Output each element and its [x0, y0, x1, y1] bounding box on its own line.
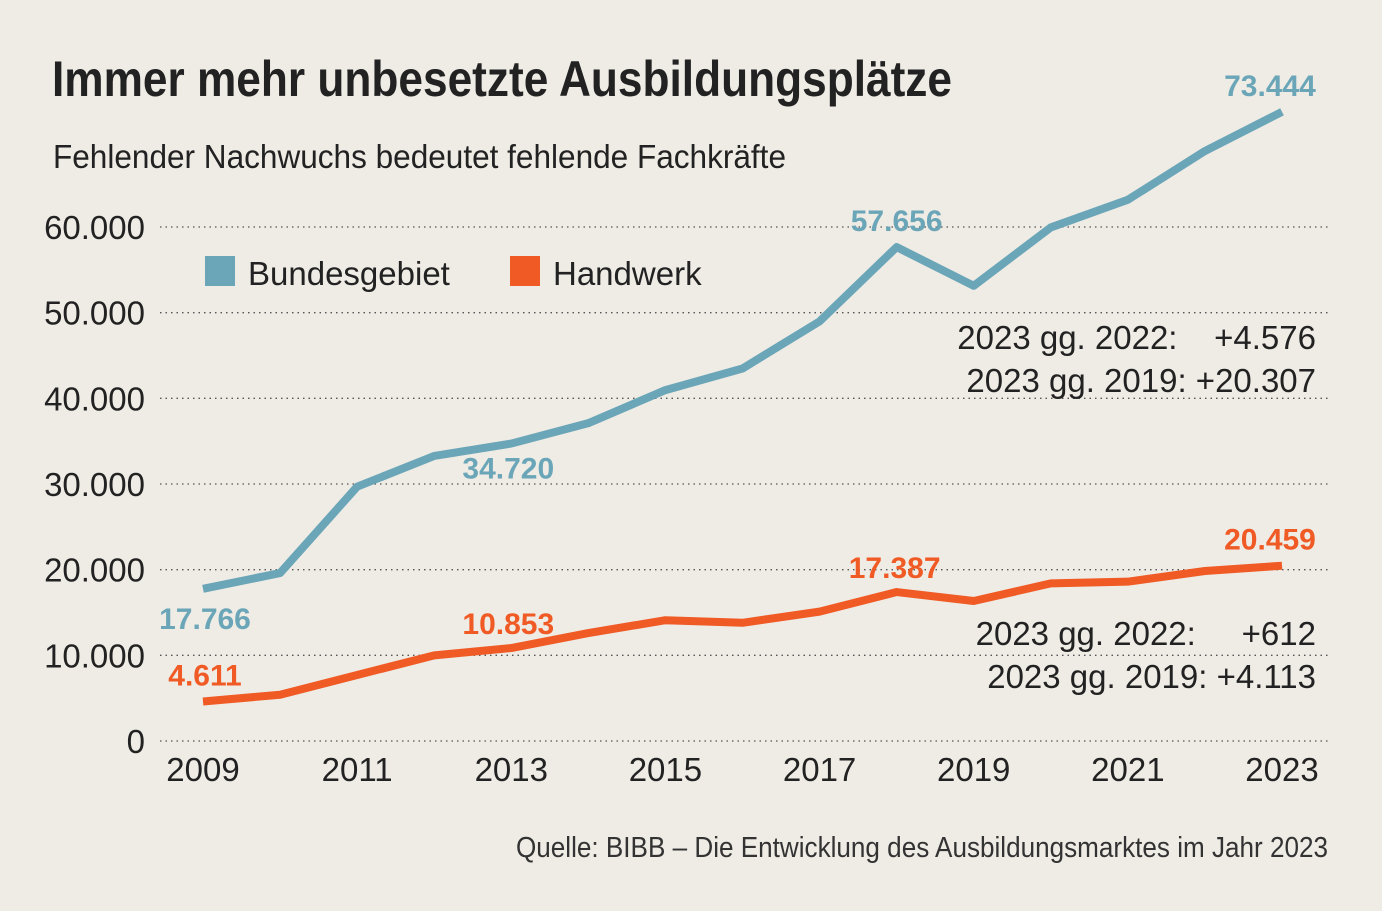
chart-subtitle: Fehlender Nachwuchs bedeutet fehlende Fa… — [53, 138, 786, 175]
data-label: 10.853 — [462, 608, 554, 641]
data-label: 73.444 — [1224, 70, 1316, 103]
y-tick-label: 20.000 — [44, 552, 145, 589]
legend-label-handwerk: Handwerk — [553, 255, 702, 292]
data-label: 17.766 — [159, 603, 251, 636]
source-note: Quelle: BIBB – Die Entwicklung des Ausbi… — [516, 832, 1328, 864]
legend-label-bundesgebiet: Bundesgebiet — [248, 255, 450, 292]
chart-title: Immer mehr unbesetzte Ausbildungsplätze — [52, 51, 952, 107]
x-tick-label: 2013 — [475, 751, 548, 788]
x-tick-label: 2011 — [322, 751, 393, 788]
x-tick-label: 2021 — [1091, 751, 1164, 788]
annotation-handwerk-2: 2023 gg. 2019: +4.113 — [987, 658, 1316, 695]
y-tick-label: 60.000 — [44, 209, 145, 246]
legend: Bundesgebiet Handwerk — [205, 255, 702, 292]
annotation-handwerk-1: 2023 gg. 2022: +612 — [976, 615, 1316, 652]
x-tick-label: 2019 — [937, 751, 1010, 788]
y-tick-label: 40.000 — [44, 380, 145, 417]
x-tick-label: 2017 — [783, 751, 856, 788]
y-tick-label: 30.000 — [44, 466, 145, 503]
legend-swatch-bundesgebiet — [205, 256, 235, 286]
x-tick-label: 2009 — [166, 751, 239, 788]
x-tick-label: 2015 — [629, 751, 702, 788]
data-label: 17.387 — [849, 552, 941, 585]
y-tick-label: 0 — [127, 723, 145, 760]
data-label: 57.656 — [851, 205, 943, 238]
x-tick-label: 2023 — [1245, 751, 1318, 788]
data-label: 34.720 — [462, 453, 554, 486]
data-label: 4.611 — [168, 659, 241, 692]
annotation-bundesgebiet-2: 2023 gg. 2019: +20.307 — [966, 362, 1316, 399]
y-tick-label: 50.000 — [44, 295, 145, 332]
legend-swatch-handwerk — [510, 256, 540, 286]
data-label: 20.459 — [1224, 524, 1316, 557]
annotation-bundesgebiet-1: 2023 gg. 2022: +4.576 — [957, 319, 1316, 356]
y-tick-label: 10.000 — [44, 637, 145, 674]
